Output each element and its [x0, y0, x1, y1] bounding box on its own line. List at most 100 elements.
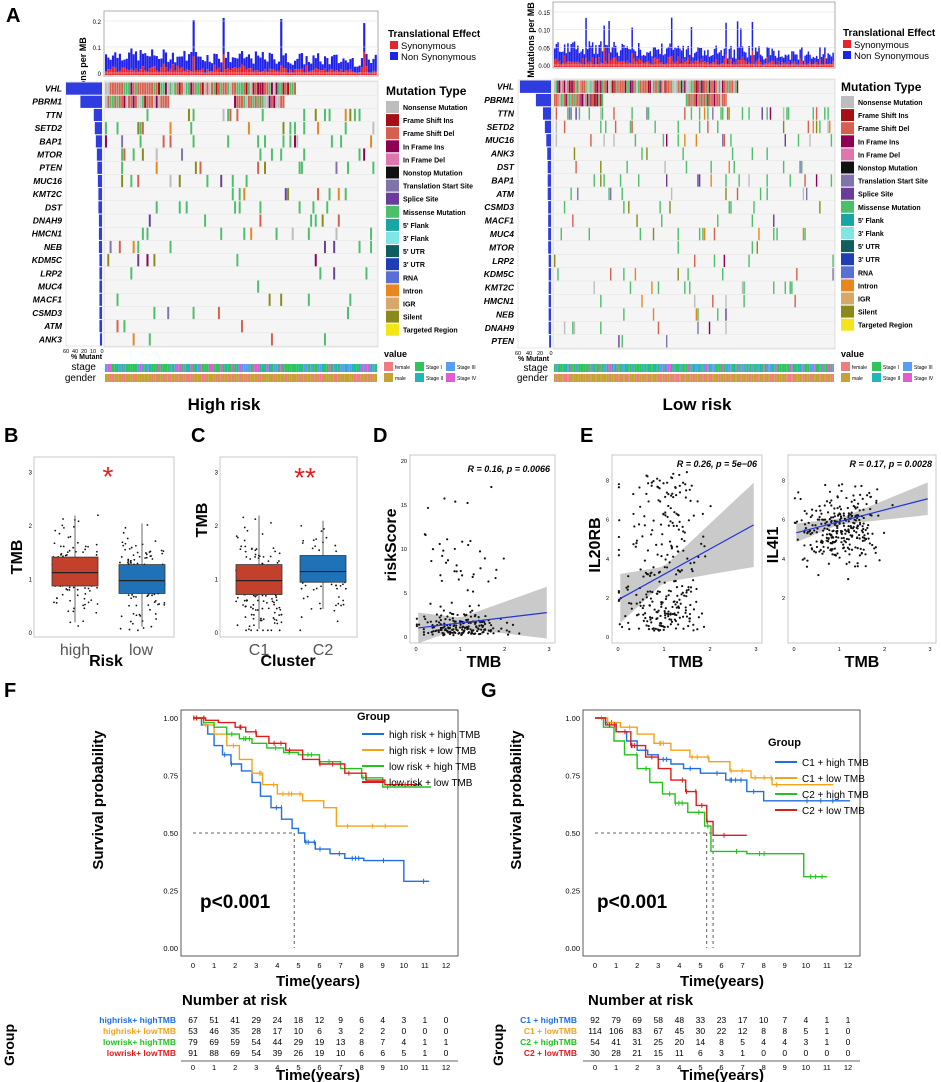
risk-cell: 114 — [588, 1026, 602, 1036]
stage-cell — [582, 364, 584, 372]
tmb-bar-syn — [740, 60, 742, 67]
scatter-point — [625, 586, 628, 589]
scatter-point — [811, 531, 814, 535]
scatter-point — [452, 619, 455, 622]
stage-cell — [312, 364, 315, 372]
mutation-cell — [582, 80, 584, 93]
mutation-cell — [610, 268, 612, 281]
mutation-cell — [626, 160, 628, 174]
scatter-point — [617, 486, 621, 489]
mutation-cell — [703, 93, 706, 107]
mutation-cell — [554, 254, 556, 268]
scatter-point — [677, 611, 680, 614]
tmb-bar-syn — [801, 61, 803, 67]
mutation-cell — [629, 281, 632, 294]
scatter-point — [443, 622, 446, 625]
scatter-point — [695, 600, 698, 604]
gender-cell — [118, 374, 122, 382]
mutation-cell — [563, 93, 566, 107]
gender-cell — [773, 374, 775, 382]
mutation-cell — [227, 108, 230, 122]
stage-cell — [810, 364, 813, 372]
mutation-cell — [638, 174, 640, 187]
jitter-point — [84, 587, 86, 589]
tmb-bar-syn — [128, 70, 131, 75]
risk-cell: 4 — [761, 1037, 766, 1047]
risk-cell: 4 — [803, 1015, 808, 1025]
jitter-point — [54, 529, 57, 532]
mutation-cell — [751, 214, 754, 227]
risk-xtick: 3 — [254, 1063, 258, 1072]
title-high-risk: High risk — [188, 395, 261, 414]
mutation-cell — [236, 82, 239, 95]
scatter-point — [682, 530, 685, 533]
jitter-point — [126, 537, 129, 540]
mutation-cell — [610, 80, 612, 93]
gender-track-label-low: gender — [517, 373, 549, 384]
scatter-point — [662, 512, 665, 515]
scatter-point — [668, 561, 671, 564]
gender-cell — [621, 374, 624, 382]
gender-cell — [586, 374, 589, 382]
scatter-point — [667, 493, 670, 496]
mutation-cell — [105, 122, 107, 135]
stage-cell — [725, 364, 727, 372]
stage-cell — [659, 364, 662, 372]
gender-cell — [712, 374, 714, 382]
mutation-cell — [761, 107, 763, 120]
gender-cell — [139, 374, 142, 382]
tmb-bar — [259, 57, 262, 73]
stage-cell — [623, 364, 625, 372]
tmb-bar — [206, 55, 209, 70]
mutation-cell — [600, 80, 602, 93]
jitter-point — [153, 601, 156, 604]
stage-cell — [608, 364, 610, 372]
gender-cell — [723, 374, 726, 382]
boxplot-boxes-b — [51, 514, 166, 632]
tmb-bar-syn — [305, 65, 308, 75]
scatter-point — [620, 625, 624, 629]
scatter-point — [839, 508, 843, 511]
mutation-cell — [603, 174, 605, 187]
scatter-point — [442, 626, 445, 629]
tmb-bar — [797, 59, 800, 66]
mutation-cell — [229, 82, 232, 95]
scatter-point — [490, 485, 493, 489]
stage-cell — [578, 364, 581, 372]
mutation-cell — [712, 80, 714, 93]
mutation-cell — [646, 107, 648, 120]
jitter-point — [278, 560, 280, 562]
tmb-bar — [568, 51, 571, 62]
tmb-bar — [750, 55, 752, 64]
gender-cell — [670, 374, 673, 382]
mutation-cell — [618, 335, 620, 348]
scatter-point — [467, 543, 470, 547]
km-ylabel-f: Survival probability — [90, 730, 107, 870]
stage-cell — [591, 364, 594, 372]
stage-cell — [158, 364, 161, 372]
stage-cell — [812, 364, 815, 372]
mutation-cell — [809, 134, 811, 147]
mutation-cell — [245, 174, 248, 188]
scatter-point — [669, 494, 673, 497]
scatter-point — [477, 604, 480, 607]
tmb-bar-syn — [582, 58, 584, 67]
scatter-ytick: 4 — [782, 557, 785, 563]
mutation-cell — [722, 134, 724, 147]
tmb-bar — [656, 49, 658, 60]
mutation-cell — [677, 80, 679, 93]
mutation-cell — [264, 161, 267, 174]
risk-cell: 30 — [590, 1048, 600, 1058]
scatter-point — [438, 616, 441, 619]
mutation-cell — [105, 82, 107, 95]
tmb-bar-syn — [626, 60, 628, 67]
tmb-bar-syn — [197, 70, 200, 75]
gender-cell — [736, 374, 739, 382]
mutation-cell — [802, 187, 805, 201]
jitter-point — [275, 607, 278, 610]
jitter-point — [273, 611, 276, 614]
tmb-bar — [144, 53, 147, 71]
scatter-point — [480, 624, 483, 627]
tmb-bar — [217, 58, 221, 68]
scatter-point — [639, 505, 642, 508]
